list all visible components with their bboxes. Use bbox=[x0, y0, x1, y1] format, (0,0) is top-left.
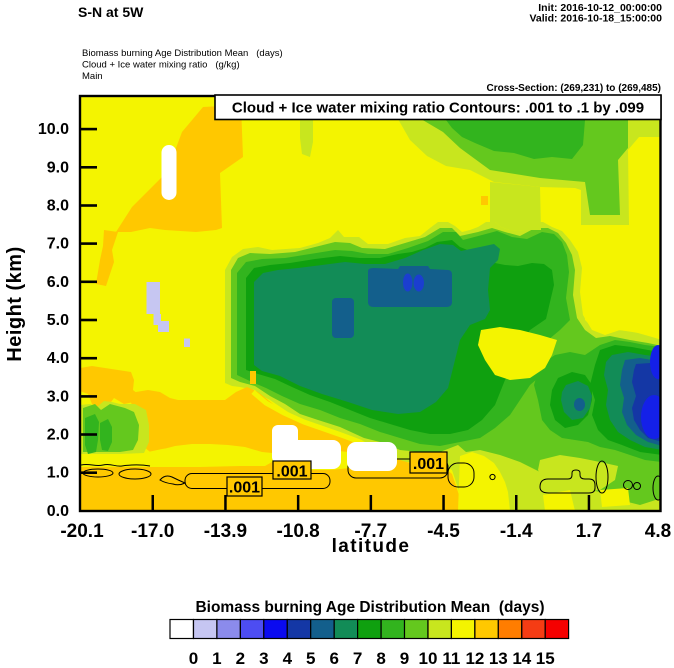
svg-text:8: 8 bbox=[376, 649, 385, 668]
svg-text:3.0: 3.0 bbox=[47, 388, 69, 405]
svg-text:9: 9 bbox=[400, 649, 409, 668]
svg-text:4.8: 4.8 bbox=[645, 521, 671, 542]
svg-text:Valid: 2016-10-18_15:00:00: Valid: 2016-10-18_15:00:00 bbox=[529, 13, 662, 25]
svg-text:-1.4: -1.4 bbox=[500, 521, 533, 542]
svg-text:Biomass burning Age Distributi: Biomass burning Age Distribution Mean (d… bbox=[195, 599, 544, 616]
svg-text:2.0: 2.0 bbox=[47, 427, 69, 444]
svg-text:12: 12 bbox=[465, 649, 484, 668]
svg-text:-10.8: -10.8 bbox=[276, 521, 319, 542]
svg-text:10: 10 bbox=[419, 649, 438, 668]
svg-text:Height (km): Height (km) bbox=[4, 246, 26, 362]
svg-text:13: 13 bbox=[489, 649, 508, 668]
svg-text:Biomass burning Age Distributi: Biomass burning Age Distribution Mean (d… bbox=[82, 48, 283, 59]
svg-text:Init: 2016-10-12_00:00:00: Init: 2016-10-12_00:00:00 bbox=[538, 2, 662, 14]
svg-text:Cloud + Ice water mixing ratio: Cloud + Ice water mixing ratio Contours:… bbox=[232, 100, 644, 117]
svg-text:11: 11 bbox=[442, 649, 460, 668]
svg-text:2: 2 bbox=[236, 649, 245, 668]
svg-text:latitude: latitude bbox=[332, 536, 411, 557]
svg-text:-17.0: -17.0 bbox=[131, 521, 174, 542]
svg-text:0.0: 0.0 bbox=[47, 503, 69, 520]
svg-text:8.0: 8.0 bbox=[47, 198, 69, 215]
svg-text:-20.1: -20.1 bbox=[60, 521, 104, 542]
svg-text:.001: .001 bbox=[276, 464, 307, 481]
svg-text:.001: .001 bbox=[229, 480, 260, 497]
svg-text:10.0: 10.0 bbox=[38, 121, 69, 138]
svg-text:S-N at 5W: S-N at 5W bbox=[78, 4, 144, 20]
svg-text:1.7: 1.7 bbox=[576, 521, 602, 542]
svg-text:4: 4 bbox=[283, 649, 293, 668]
svg-text:15: 15 bbox=[536, 649, 555, 668]
svg-text:Cross-Section: (269,231) to (2: Cross-Section: (269,231) to (269,485) bbox=[486, 83, 661, 94]
svg-text:4.0: 4.0 bbox=[47, 350, 69, 367]
svg-text:0: 0 bbox=[189, 649, 198, 668]
svg-text:-4.5: -4.5 bbox=[427, 521, 460, 542]
svg-text:Cloud + Ice water mixing ratio: Cloud + Ice water mixing ratio (g/kg) bbox=[82, 60, 240, 71]
svg-text:Main: Main bbox=[82, 71, 103, 82]
svg-text:6.0: 6.0 bbox=[47, 274, 69, 291]
svg-text:1.0: 1.0 bbox=[47, 465, 69, 482]
svg-text:1: 1 bbox=[212, 649, 221, 668]
svg-text:7.0: 7.0 bbox=[47, 236, 69, 253]
svg-text:-7.7: -7.7 bbox=[354, 521, 387, 542]
svg-text:.001: .001 bbox=[413, 456, 444, 473]
svg-text:14: 14 bbox=[512, 649, 531, 668]
svg-text:5.0: 5.0 bbox=[47, 312, 69, 329]
svg-text:5: 5 bbox=[306, 649, 315, 668]
svg-text:3: 3 bbox=[259, 649, 268, 668]
svg-text:-13.9: -13.9 bbox=[204, 521, 247, 542]
svg-text:9.0: 9.0 bbox=[47, 159, 69, 176]
svg-text:6: 6 bbox=[329, 649, 338, 668]
svg-text:7: 7 bbox=[353, 649, 362, 668]
